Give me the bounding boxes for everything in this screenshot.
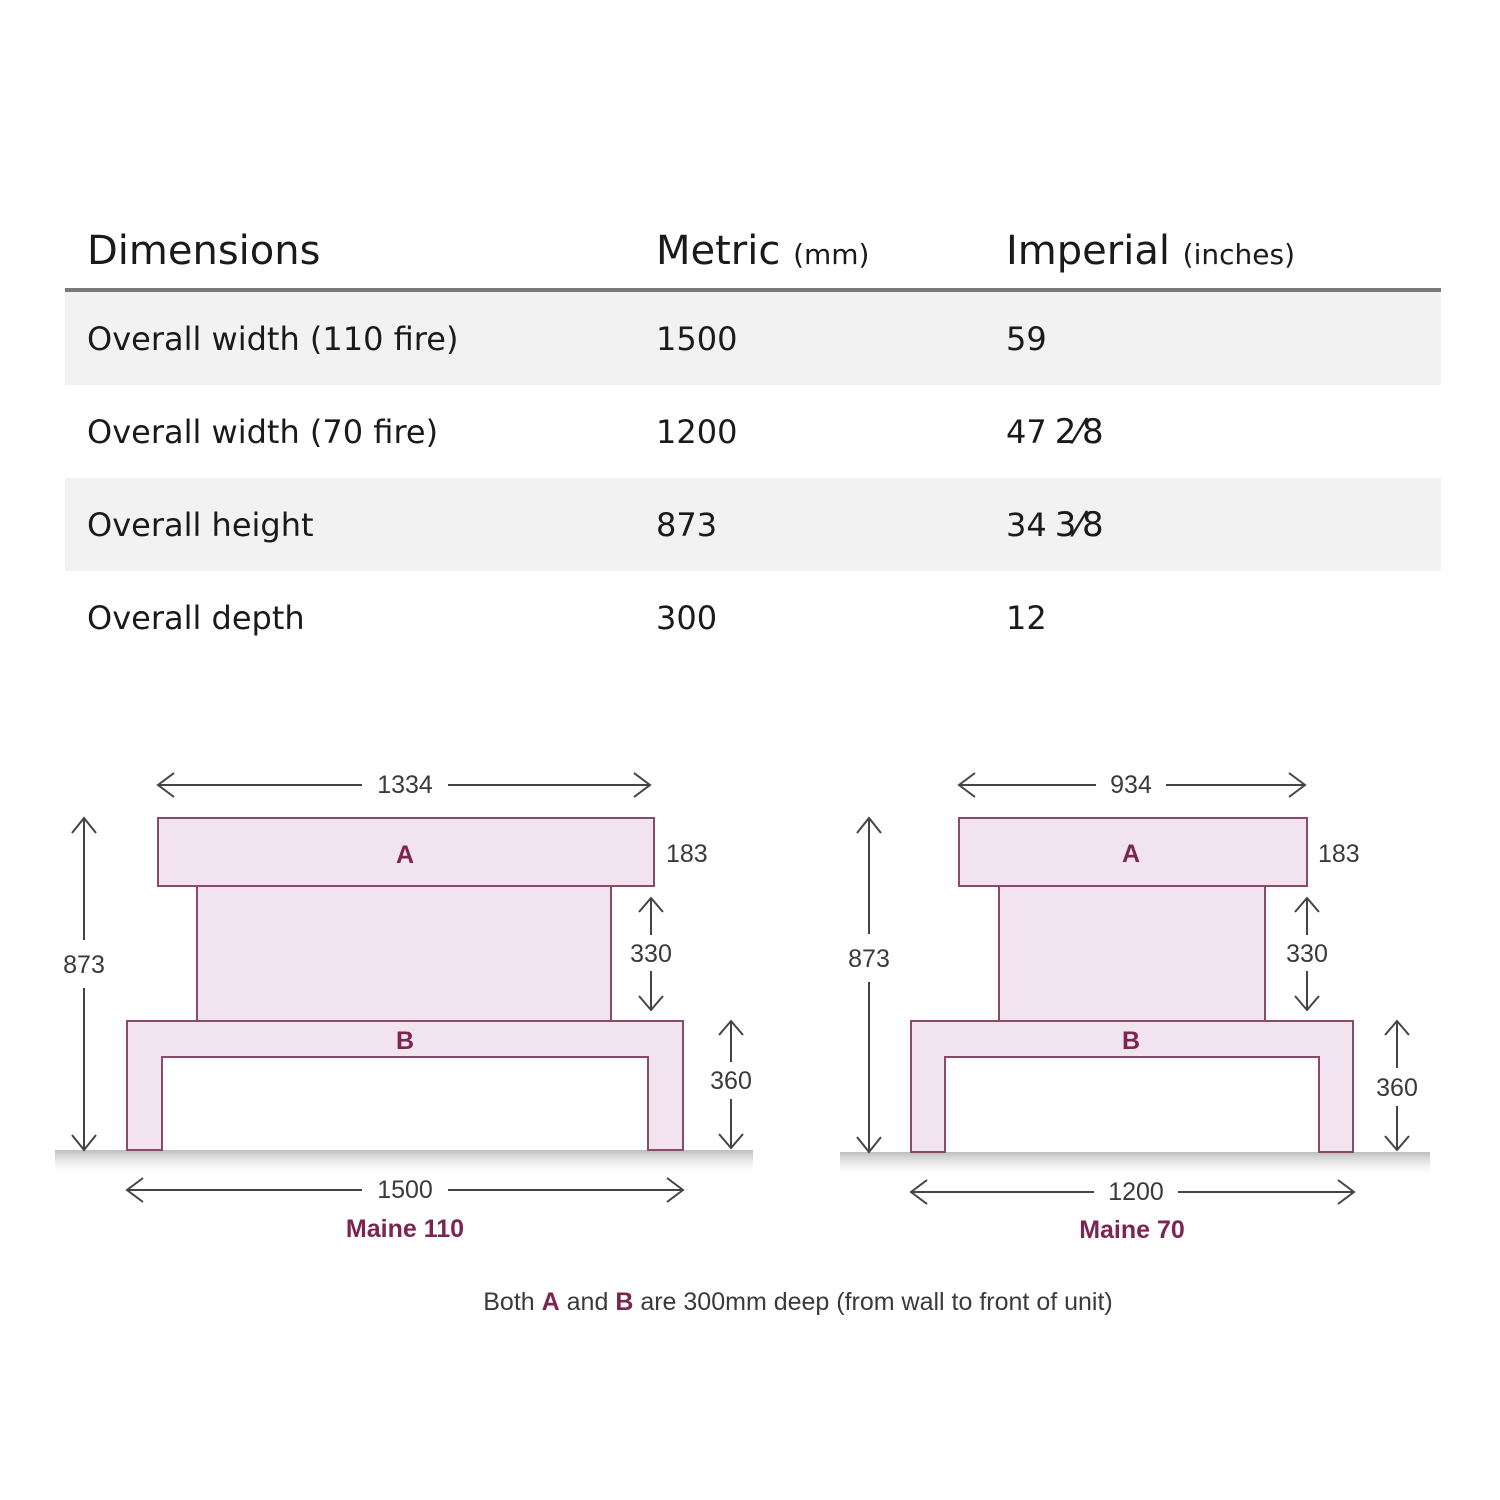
floor-line <box>840 1152 1430 1178</box>
part-b-label: B <box>1122 1027 1140 1055</box>
part-b-base <box>126 1020 684 1151</box>
base-width-dimension <box>909 1179 1356 1205</box>
base-width-dimension <box>125 1177 685 1203</box>
mid-height-dimension <box>638 896 664 1012</box>
row-label: Overall height <box>87 505 314 544</box>
row-metric: 1200 <box>656 412 738 451</box>
a-height-label: 183 <box>666 840 708 868</box>
dimensions-table: Dimensions Metric (mm) Imperial (inches)… <box>65 205 1441 664</box>
mid-height-dimension <box>1294 896 1320 1012</box>
diagram-maine-110: 1334 873 A B 183 330 <box>55 771 753 1243</box>
mid-height-label: 330 <box>1286 940 1328 968</box>
table-header: Dimensions Metric (mm) Imperial (inches) <box>65 205 1441 292</box>
model-name: Maine 70 <box>1079 1216 1185 1244</box>
base-width-label: 1200 <box>1108 1178 1164 1206</box>
model-name: Maine 110 <box>346 1215 464 1243</box>
row-metric: 873 <box>656 505 718 544</box>
top-width-dimension <box>957 772 1307 798</box>
base-height-label: 360 <box>1376 1074 1418 1102</box>
row-imperial-fraction: 3⁄8 <box>1054 504 1104 545</box>
table-row: Overall depth 300 12 <box>65 571 1441 664</box>
row-metric: 300 <box>656 598 718 637</box>
note-part-a: A <box>541 1288 560 1316</box>
table-row: Overall width (70 fire) 1200 47 2⁄8 <box>65 385 1441 478</box>
part-a-label: A <box>1122 840 1140 868</box>
total-height-label: 873 <box>63 951 105 979</box>
part-b-base <box>910 1020 1354 1153</box>
firebox-body <box>196 885 612 1022</box>
a-height-label: 183 <box>1318 840 1360 868</box>
firebox-body <box>998 885 1266 1022</box>
row-imperial: 12 <box>1006 598 1047 637</box>
depth-note: Both A and B are 300mm deep (from wall t… <box>483 1288 1113 1316</box>
header-imperial-unit: (inches) <box>1182 238 1295 271</box>
top-width-label: 1334 <box>377 771 433 799</box>
header-metric-unit: (mm) <box>793 238 870 271</box>
part-b-label: B <box>396 1027 414 1055</box>
part-a-shelf <box>157 817 655 887</box>
part-a-shelf <box>958 817 1308 887</box>
base-height-dimension <box>1384 1019 1410 1152</box>
row-metric: 1500 <box>656 319 738 358</box>
total-height-dimension <box>71 816 97 1152</box>
row-label: Overall depth <box>87 598 305 637</box>
table-row: Overall width (110 fire) 1500 59 <box>65 292 1441 385</box>
row-imperial: 47 2⁄8 <box>1006 411 1104 452</box>
row-label: Overall width (110 fire) <box>87 319 459 358</box>
base-width-label: 1500 <box>377 1176 433 1204</box>
row-label: Overall width (70 fire) <box>87 412 439 451</box>
diagram-maine-70: 934 873 A B 183 330 <box>840 771 1430 1244</box>
row-imperial-fraction: 2⁄8 <box>1054 411 1104 452</box>
row-imperial: 59 <box>1006 319 1047 358</box>
total-height-dimension <box>856 816 882 1154</box>
floor-line <box>55 1150 753 1176</box>
top-width-dimension <box>156 772 652 798</box>
part-a-label: A <box>396 841 414 869</box>
mid-height-label: 330 <box>630 940 672 968</box>
header-dimensions: Dimensions <box>87 228 321 274</box>
top-width-label: 934 <box>1110 771 1152 799</box>
base-height-label: 360 <box>710 1067 752 1095</box>
table-row: Overall height 873 34 3⁄8 <box>65 478 1441 571</box>
header-imperial: Imperial (inches) <box>1006 228 1295 274</box>
row-imperial: 34 3⁄8 <box>1006 504 1104 545</box>
base-height-dimension <box>718 1019 744 1150</box>
note-part-b: B <box>615 1288 634 1316</box>
header-metric: Metric (mm) <box>656 228 870 274</box>
total-height-label: 873 <box>848 945 890 973</box>
